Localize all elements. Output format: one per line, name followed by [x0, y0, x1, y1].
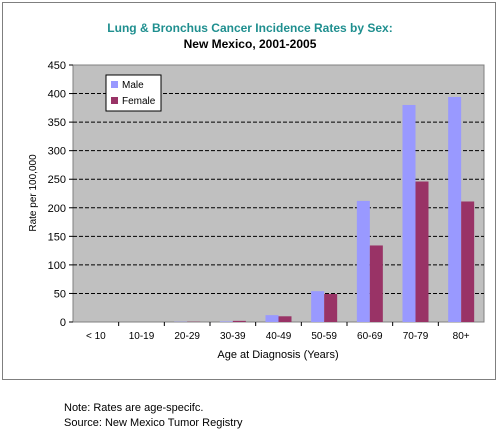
legend-swatch-male: [111, 81, 118, 88]
x-axis-label: Age at Diagnosis (Years): [217, 349, 338, 361]
bar-female-4: [278, 316, 292, 322]
bar-female-8: [461, 201, 475, 322]
bar-female-5: [324, 294, 338, 322]
bar-female-6: [369, 245, 383, 322]
legend-label-male: Male: [122, 80, 144, 91]
y-tick-label: 400: [48, 89, 66, 101]
y-tick-label: 300: [48, 146, 66, 158]
chart-title: Lung & Bronchus Cancer Incidence Rates b…: [107, 21, 392, 35]
x-tick-label: < 10: [86, 331, 106, 342]
bar-male-6: [356, 200, 370, 322]
x-tick-label: 70-79: [403, 331, 429, 342]
legend: Male Female: [105, 74, 162, 112]
bar-male-4: [265, 315, 279, 322]
y-tick-label: 0: [60, 317, 66, 329]
source-text: Source: New Mexico Tumor Registry: [64, 417, 243, 429]
y-tick-label: 100: [48, 260, 66, 272]
x-tick-label: 80+: [453, 331, 470, 342]
y-axis-ticks: 0 50 100 150 200 250 300 350 400 450: [48, 60, 73, 329]
y-tick-label: 150: [48, 231, 66, 243]
bar-female-7: [415, 181, 429, 322]
y-tick-label: 50: [54, 288, 66, 300]
x-tick-label: 50-59: [311, 331, 337, 342]
y-tick-label: 200: [48, 203, 66, 215]
x-axis-ticks: < 10 10-19 20-29 30-39 40-49 50-59 60-69 70-79 8…: [86, 322, 470, 342]
bar-male-3: [219, 321, 233, 322]
x-tick-label: 60-69: [357, 331, 383, 342]
x-tick-label: 30-39: [220, 331, 246, 342]
bar-male-5: [311, 291, 325, 322]
chart-subtitle: New Mexico, 2001-2005: [184, 37, 317, 51]
legend-label-female: Female: [122, 96, 156, 107]
legend-swatch-female: [111, 97, 118, 104]
x-tick-label: 40-49: [266, 331, 292, 342]
bar-male-7: [402, 104, 416, 322]
x-tick-label: 20-29: [174, 331, 200, 342]
bars: [174, 96, 475, 322]
bar-female-3: [232, 320, 246, 322]
bar-male-8: [448, 96, 462, 322]
y-axis-label: Rate per 100,000: [28, 154, 39, 232]
note-text: Note: Rates are age-specifc.: [64, 402, 204, 414]
notes: Note: Rates are age-specifc. Source: New…: [64, 401, 243, 431]
y-tick-label: 250: [48, 174, 66, 186]
x-tick-label: 10-19: [129, 331, 155, 342]
y-tick-label: 450: [48, 60, 66, 72]
y-tick-label: 350: [48, 117, 66, 129]
